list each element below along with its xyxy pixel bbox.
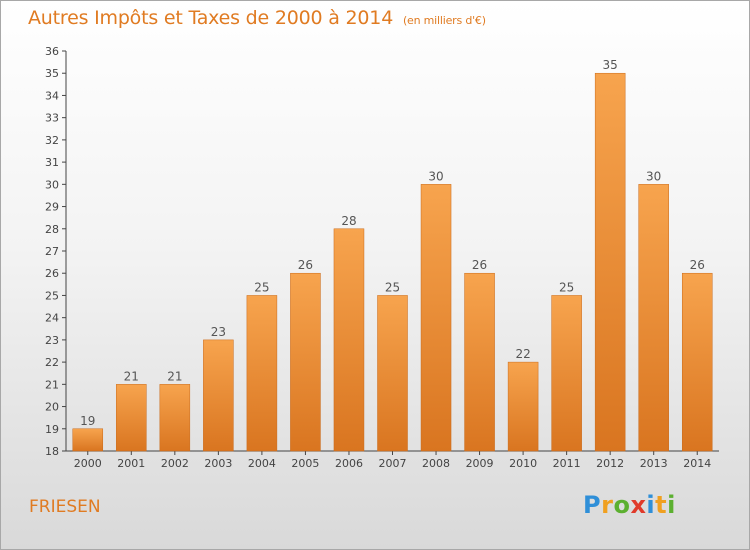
y-tick-label: 20 <box>45 401 59 414</box>
bar-2008 <box>420 184 452 452</box>
x-tick-label: 2000 <box>74 457 102 470</box>
y-tick-label: 34 <box>45 89 59 102</box>
bar-2010 <box>507 361 539 452</box>
y-tick-label: 23 <box>45 334 59 347</box>
bar-2006 <box>333 228 365 452</box>
bar-value-label: 23 <box>211 325 226 339</box>
bar-2007 <box>377 295 408 452</box>
bar-value-label: 35 <box>603 58 618 72</box>
y-tick-label: 25 <box>45 289 59 302</box>
chart-bars <box>72 72 713 452</box>
bar-value-label: 26 <box>298 258 313 272</box>
y-tick-label: 22 <box>45 356 59 369</box>
y-tick-label: 36 <box>45 45 59 58</box>
bar-value-label: 22 <box>515 347 530 361</box>
y-tick-label: 31 <box>45 156 59 169</box>
chart-title: Autres Impôts et Taxes de 2000 à 2014 (e… <box>28 7 486 29</box>
y-tick-label: 28 <box>45 223 59 236</box>
bar-2012 <box>594 72 626 452</box>
chart-unit: (en milliers d'€) <box>402 14 486 27</box>
y-tick-label: 21 <box>45 378 59 391</box>
proxiti-logo: Proxiti <box>583 491 676 519</box>
y-tick-label: 27 <box>45 245 59 258</box>
logo-letter: r <box>601 491 614 519</box>
x-tick-label: 2007 <box>379 457 407 470</box>
commune-name: FRIESEN <box>29 497 101 517</box>
x-tick-label: 2008 <box>422 457 450 470</box>
bar-2014 <box>681 272 713 452</box>
bar-value-label: 21 <box>124 369 139 383</box>
bar-2009 <box>464 272 495 452</box>
logo-letter: i <box>646 491 656 519</box>
y-tick-label: 33 <box>45 112 59 125</box>
bar-2000 <box>72 428 104 452</box>
x-tick-label: 2002 <box>161 457 189 470</box>
logo-letter: i <box>667 491 676 519</box>
x-tick-label: 2006 <box>335 457 363 470</box>
x-tick-label: 2009 <box>466 457 494 470</box>
bar-2002 <box>159 384 191 452</box>
bar-value-label: 28 <box>341 214 356 228</box>
x-tick-label: 2001 <box>117 457 145 470</box>
bar-value-label: 25 <box>385 280 400 294</box>
bar-2001 <box>116 384 147 452</box>
logo-letter: x <box>630 491 647 519</box>
y-tick-label: 29 <box>45 201 59 214</box>
chart-labels: 19 21 21 23 25 26 28 25 30 26 22 25 35 30 26 <box>80 58 705 428</box>
x-tick-label: 2013 <box>640 457 668 470</box>
logo-letter: P <box>583 491 602 519</box>
bar-2004 <box>246 295 278 452</box>
x-tick-label: 2003 <box>204 457 232 470</box>
bar-value-label: 30 <box>428 169 443 183</box>
bar-value-label: 26 <box>690 258 705 272</box>
x-tick-label: 2012 <box>596 457 624 470</box>
x-tick-label: 2014 <box>683 457 711 470</box>
y-tick-label: 18 <box>45 445 59 458</box>
y-tick-label: 24 <box>45 312 59 325</box>
logo-letter: t <box>655 491 668 519</box>
bar-value-label: 21 <box>167 369 182 383</box>
x-tick-label: 2005 <box>291 457 319 470</box>
y-tick-label: 30 <box>45 178 59 191</box>
x-tick-label: 2010 <box>509 457 537 470</box>
x-tick-label: 2004 <box>248 457 276 470</box>
y-tick-label: 35 <box>45 67 59 80</box>
x-tick-label: 2011 <box>553 457 581 470</box>
bar-2013 <box>638 184 669 452</box>
y-tick-label: 26 <box>45 267 59 280</box>
bar-value-label: 26 <box>472 258 487 272</box>
bar-value-label: 30 <box>646 169 661 183</box>
bar-2003 <box>203 339 234 452</box>
y-tick-label: 32 <box>45 134 59 147</box>
bar-2005 <box>290 272 321 452</box>
bar-value-label: 25 <box>254 280 269 294</box>
bar-2011 <box>551 295 582 452</box>
bar-value-label: 25 <box>559 280 574 294</box>
y-tick-label: 19 <box>45 423 59 436</box>
bar-value-label: 19 <box>80 414 95 428</box>
chart-title-text: Autres Impôts et Taxes de 2000 à 2014 <box>28 7 394 29</box>
logo-letter: o <box>613 491 631 519</box>
